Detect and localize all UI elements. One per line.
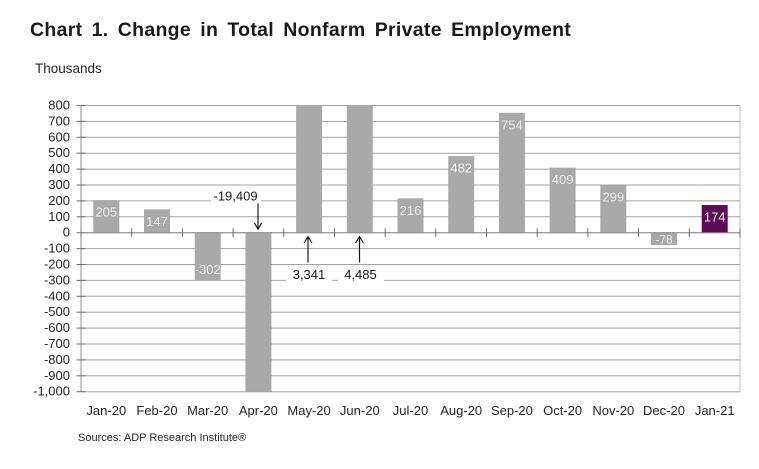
- svg-text:200: 200: [48, 193, 70, 208]
- svg-text:Oct-20: Oct-20: [543, 403, 582, 418]
- svg-text:-700: -700: [44, 336, 70, 351]
- svg-text:Aug-20: Aug-20: [440, 403, 482, 418]
- svg-text:400: 400: [48, 161, 70, 176]
- svg-text:-900: -900: [44, 368, 70, 383]
- svg-text:Mar-20: Mar-20: [187, 403, 228, 418]
- svg-text:300: 300: [48, 177, 70, 192]
- svg-text:299: 299: [602, 190, 624, 205]
- svg-text:-800: -800: [44, 352, 70, 367]
- svg-text:-302: -302: [195, 262, 221, 277]
- svg-text:-1,000: -1,000: [33, 384, 70, 399]
- svg-text:147: 147: [146, 214, 168, 229]
- svg-text:-400: -400: [44, 288, 70, 303]
- svg-text:-500: -500: [44, 304, 70, 319]
- svg-text:Jan-20: Jan-20: [86, 403, 126, 418]
- svg-text:409: 409: [552, 172, 574, 187]
- svg-text:Jun-20: Jun-20: [340, 403, 380, 418]
- svg-text:Jul-20: Jul-20: [393, 403, 428, 418]
- svg-text:754: 754: [501, 117, 523, 132]
- svg-text:Dec-20: Dec-20: [643, 403, 685, 418]
- svg-text:Apr-20: Apr-20: [239, 403, 278, 418]
- svg-text:May-20: May-20: [287, 403, 330, 418]
- svg-text:4,485: 4,485: [344, 267, 377, 282]
- svg-text:700: 700: [48, 113, 70, 128]
- svg-text:-100: -100: [44, 241, 70, 256]
- svg-text:600: 600: [48, 129, 70, 144]
- svg-text:-78: -78: [655, 233, 673, 247]
- svg-text:Jan-21: Jan-21: [695, 403, 735, 418]
- svg-text:-19,409: -19,409: [213, 189, 257, 204]
- svg-text:174: 174: [704, 210, 726, 225]
- svg-text:Sep-20: Sep-20: [491, 403, 533, 418]
- svg-text:-200: -200: [44, 257, 70, 272]
- svg-text:205: 205: [95, 205, 117, 220]
- svg-text:-300: -300: [44, 272, 70, 287]
- svg-text:482: 482: [450, 161, 472, 176]
- svg-text:800: 800: [48, 98, 70, 113]
- svg-text:-600: -600: [44, 320, 70, 335]
- svg-text:500: 500: [48, 145, 70, 160]
- svg-text:0: 0: [63, 225, 70, 240]
- svg-text:Nov-20: Nov-20: [592, 403, 634, 418]
- svg-text:100: 100: [48, 209, 70, 224]
- svg-text:Feb-20: Feb-20: [136, 403, 177, 418]
- svg-text:3,341: 3,341: [293, 267, 326, 282]
- svg-text:216: 216: [400, 203, 422, 218]
